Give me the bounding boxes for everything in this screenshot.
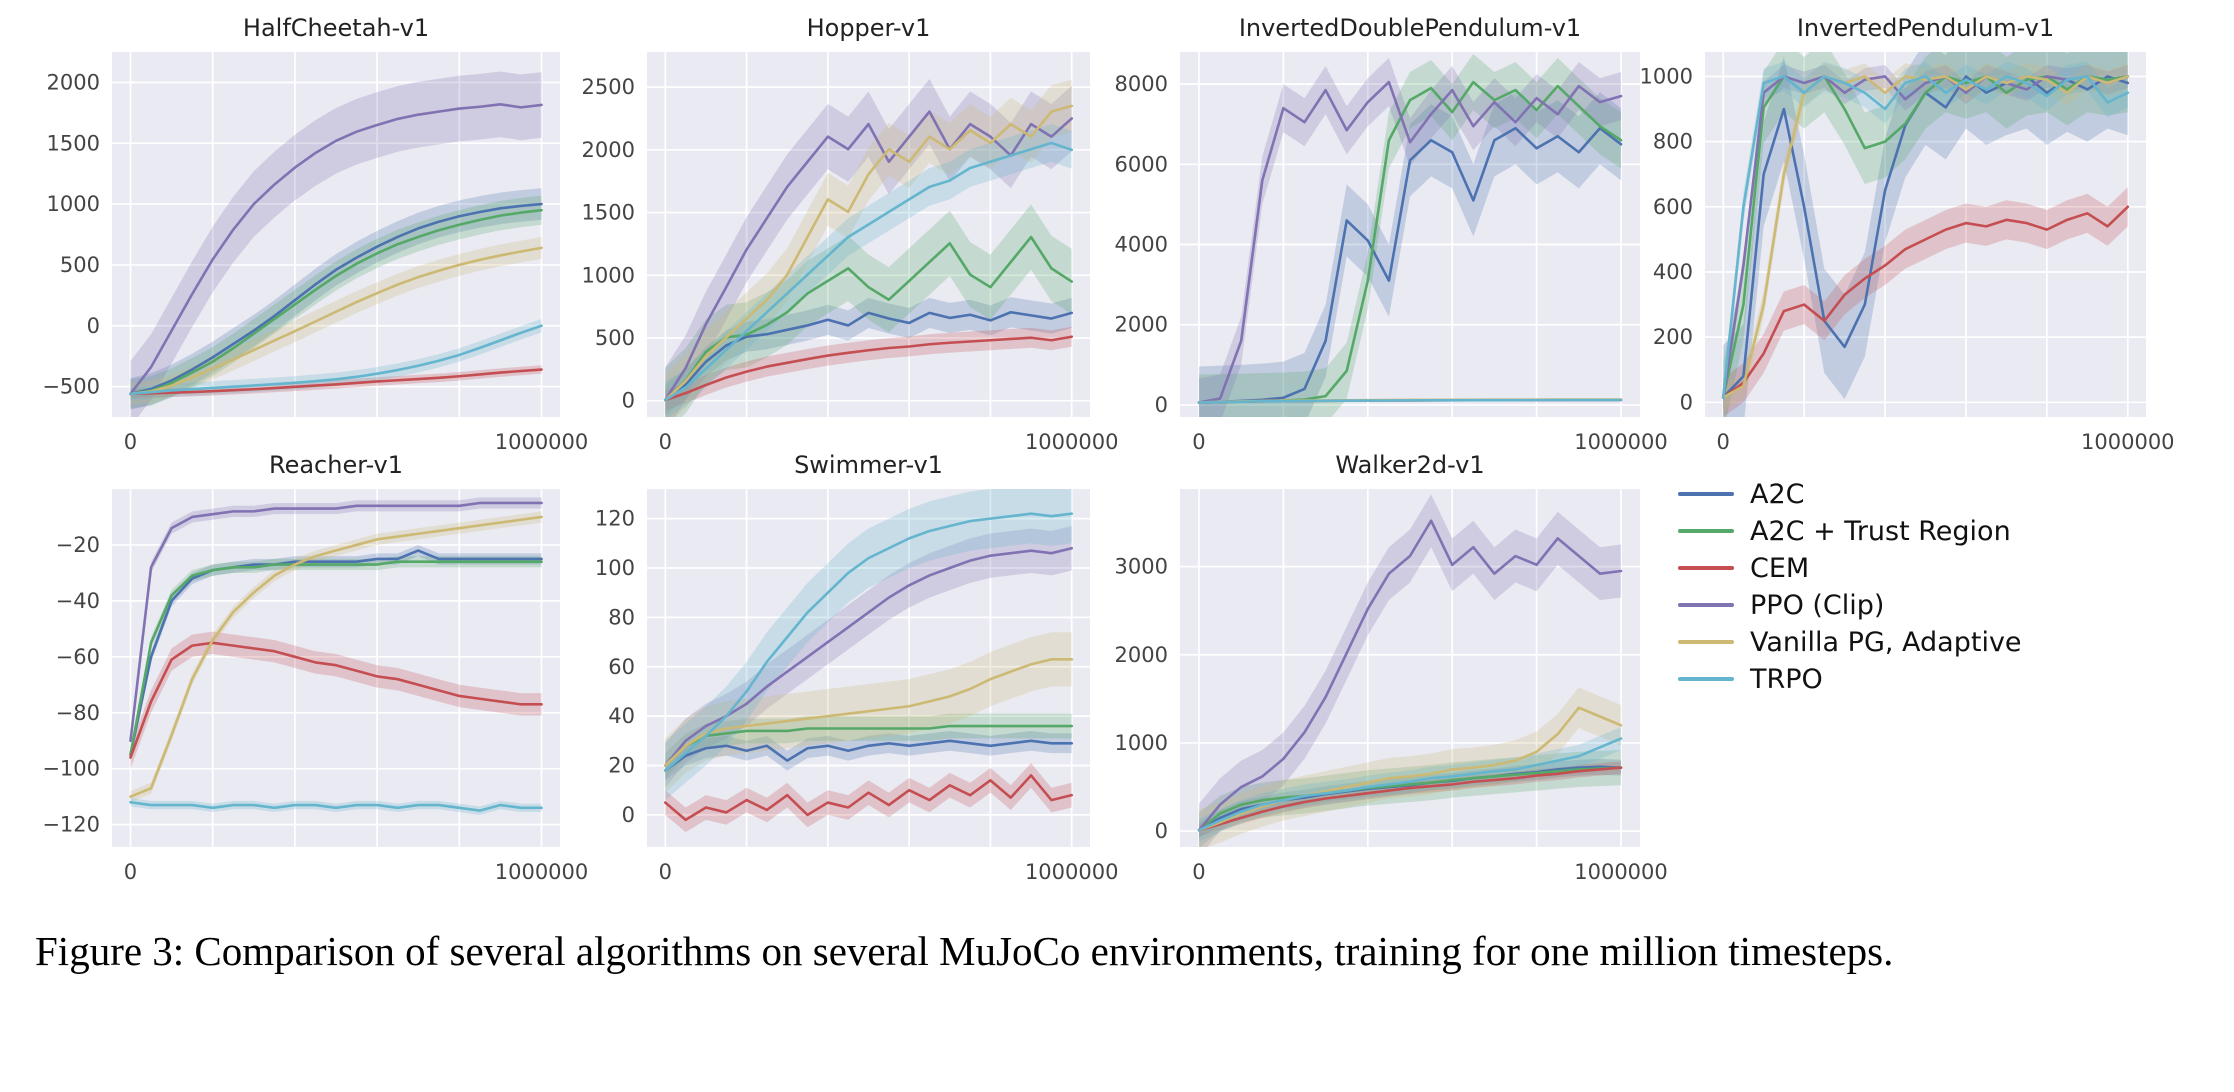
svg-text:600: 600 [1653, 195, 1693, 219]
svg-text:0: 0 [1155, 819, 1168, 843]
svg-text:400: 400 [1653, 260, 1693, 284]
svg-text:40: 40 [608, 704, 635, 728]
svg-text:2000: 2000 [1115, 643, 1168, 667]
legend-item: TRPO [1678, 663, 2022, 695]
svg-text:0: 0 [124, 860, 137, 884]
svg-text:500: 500 [595, 326, 635, 350]
svg-text:0: 0 [659, 430, 672, 454]
svg-text:500: 500 [60, 253, 100, 277]
svg-text:1000000: 1000000 [495, 860, 589, 884]
svg-text:−60: −60 [56, 645, 100, 669]
svg-text:100: 100 [595, 556, 635, 580]
svg-text:0: 0 [622, 389, 635, 413]
chart-swimmer: 0 20 40 60 80 100 120 0 1000000 Swimmer-v1 [595, 451, 1119, 884]
svg-text:−20: −20 [56, 533, 100, 557]
svg-text:0: 0 [87, 314, 100, 338]
legend-line-sample [1678, 492, 1734, 496]
svg-text:1000000: 1000000 [495, 430, 589, 454]
svg-text:1500: 1500 [47, 131, 100, 155]
svg-text:HalfCheetah-v1: HalfCheetah-v1 [243, 14, 429, 42]
svg-text:0: 0 [1192, 860, 1205, 884]
legend-item: A2C [1678, 478, 2022, 510]
svg-text:InvertedPendulum-v1: InvertedPendulum-v1 [1797, 14, 2054, 42]
svg-text:1000: 1000 [582, 263, 635, 287]
svg-text:0: 0 [1680, 390, 1693, 414]
legend-line-sample [1678, 677, 1734, 681]
legend-label: CEM [1750, 552, 1810, 584]
legend-item: A2C + Trust Region [1678, 515, 2022, 547]
legend-label: TRPO [1750, 663, 1823, 695]
chart-reacher: −120 −100 −80 −60 −40 −20 0 1000000 Reacher-v1 [42, 451, 588, 884]
svg-text:−40: −40 [56, 589, 100, 613]
svg-text:8000: 8000 [1115, 72, 1168, 96]
svg-text:−100: −100 [42, 757, 100, 781]
svg-text:120: 120 [595, 507, 635, 531]
svg-text:2000: 2000 [1115, 313, 1168, 337]
legend-label: A2C + Trust Region [1750, 515, 2011, 547]
legend-label: PPO (Clip) [1750, 589, 1885, 621]
svg-text:2000: 2000 [582, 138, 635, 162]
svg-text:Walker2d-v1: Walker2d-v1 [1335, 451, 1484, 479]
chart-inverted-pendulum: 0 200 400 600 800 1000 0 1000000 InvertedPendulu… [1640, 14, 2175, 454]
svg-text:0: 0 [1155, 393, 1168, 417]
svg-text:0: 0 [622, 803, 635, 827]
svg-text:1000000: 1000000 [1025, 430, 1119, 454]
figure-caption: Figure 3: Comparison of several algorith… [35, 928, 1894, 974]
svg-text:1000: 1000 [1640, 64, 1693, 88]
legend-line-sample [1678, 603, 1734, 607]
legend: A2C A2C + Trust Region CEM PPO (Clip) Vanill… [1678, 478, 2022, 695]
svg-text:1000000: 1000000 [1574, 430, 1668, 454]
chart-inverted-double-pendulum: 0 2000 4000 6000 8000 0 1000000 InvertedDoubleP… [1115, 14, 1668, 454]
svg-text:InvertedDoublePendulum-v1: InvertedDoublePendulum-v1 [1239, 14, 1581, 42]
legend-label: A2C [1750, 478, 1805, 510]
legend-line-sample [1678, 529, 1734, 533]
svg-text:−120: −120 [42, 813, 100, 837]
svg-text:Hopper-v1: Hopper-v1 [807, 14, 931, 42]
svg-text:3000: 3000 [1115, 555, 1168, 579]
legend-item: PPO (Clip) [1678, 589, 2022, 621]
svg-text:−500: −500 [42, 375, 100, 399]
svg-text:2500: 2500 [582, 75, 635, 99]
legend-line-sample [1678, 566, 1734, 570]
svg-text:Swimmer-v1: Swimmer-v1 [794, 451, 943, 479]
legend-line-sample [1678, 640, 1734, 644]
svg-text:1000: 1000 [47, 192, 100, 216]
svg-text:800: 800 [1653, 130, 1693, 154]
chart-hopper: 0 500 1000 1500 2000 2500 0 1000000 Hopper-v1 [582, 14, 1119, 454]
legend-item: CEM [1678, 552, 2022, 584]
svg-text:80: 80 [608, 605, 635, 629]
svg-text:1500: 1500 [582, 201, 635, 225]
svg-text:1000: 1000 [1115, 731, 1168, 755]
svg-text:200: 200 [1653, 325, 1693, 349]
legend-label: Vanilla PG, Adaptive [1750, 626, 2022, 658]
svg-text:20: 20 [608, 754, 635, 778]
svg-text:−80: −80 [56, 701, 100, 725]
legend-item: Vanilla PG, Adaptive [1678, 626, 2022, 658]
chart-walker2d: 0 1000 2000 3000 0 1000000 Walker2d-v1 [1115, 451, 1668, 884]
svg-text:Reacher-v1: Reacher-v1 [269, 451, 403, 479]
svg-text:0: 0 [659, 860, 672, 884]
svg-text:2000: 2000 [47, 70, 100, 94]
svg-text:4000: 4000 [1115, 233, 1168, 257]
svg-text:1000000: 1000000 [1025, 860, 1119, 884]
svg-text:0: 0 [1717, 430, 1730, 454]
svg-text:6000: 6000 [1115, 152, 1168, 176]
svg-text:60: 60 [608, 655, 635, 679]
svg-text:0: 0 [1192, 430, 1205, 454]
svg-text:1000000: 1000000 [2081, 430, 2175, 454]
svg-text:0: 0 [124, 430, 137, 454]
chart-halfcheetah: −500 0 500 1000 1500 2000 0 1000000 HalfCheetah-… [42, 14, 588, 454]
svg-text:1000000: 1000000 [1574, 860, 1668, 884]
